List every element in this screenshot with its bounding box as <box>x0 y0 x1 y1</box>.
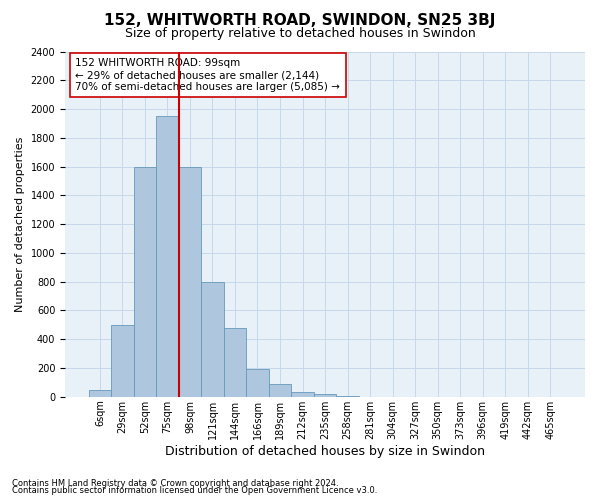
Bar <box>224 328 246 397</box>
Bar <box>111 325 134 397</box>
Bar <box>89 390 111 397</box>
X-axis label: Distribution of detached houses by size in Swindon: Distribution of detached houses by size … <box>165 444 485 458</box>
Text: 152 WHITWORTH ROAD: 99sqm
← 29% of detached houses are smaller (2,144)
70% of se: 152 WHITWORTH ROAD: 99sqm ← 29% of detac… <box>76 58 340 92</box>
Text: Contains HM Land Registry data © Crown copyright and database right 2024.: Contains HM Land Registry data © Crown c… <box>12 478 338 488</box>
Bar <box>246 370 269 397</box>
Text: Size of property relative to detached houses in Swindon: Size of property relative to detached ho… <box>125 28 475 40</box>
Y-axis label: Number of detached properties: Number of detached properties <box>15 136 25 312</box>
Bar <box>156 116 179 397</box>
Bar <box>179 166 201 397</box>
Bar <box>269 384 291 397</box>
Bar <box>291 392 314 397</box>
Bar <box>134 166 156 397</box>
Text: 152, WHITWORTH ROAD, SWINDON, SN25 3BJ: 152, WHITWORTH ROAD, SWINDON, SN25 3BJ <box>104 12 496 28</box>
Bar <box>201 282 224 397</box>
Bar <box>336 396 359 397</box>
Text: Contains public sector information licensed under the Open Government Licence v3: Contains public sector information licen… <box>12 486 377 495</box>
Bar <box>314 394 336 397</box>
